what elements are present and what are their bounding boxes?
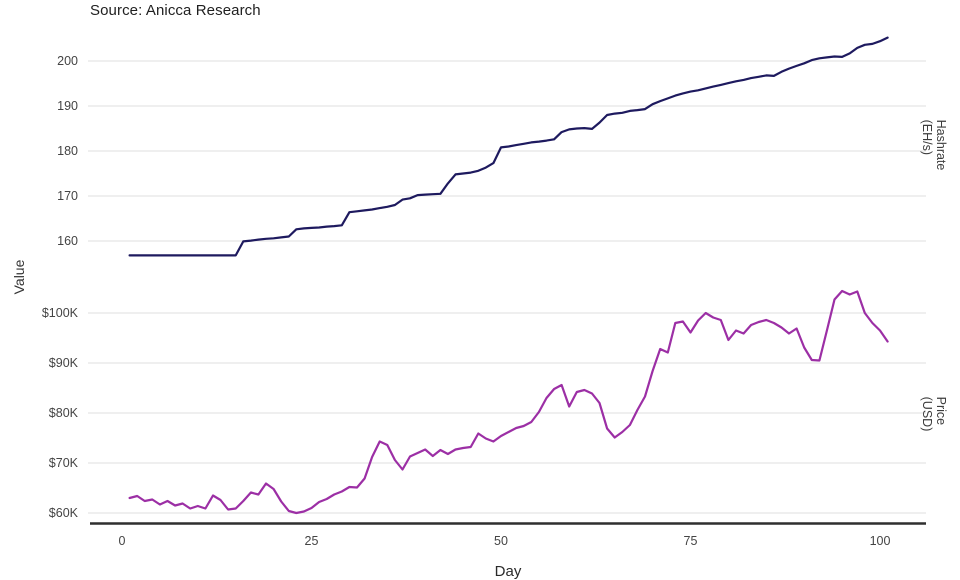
x-tick-100: 100: [869, 534, 891, 548]
hashrate-line-series: [128, 36, 889, 257]
price-tick-$100K: $100K: [41, 305, 78, 320]
hashrate-tick-200: 200: [57, 53, 78, 68]
hashrate-tick-160: 160: [57, 233, 78, 248]
x-tick-25: 25: [304, 534, 319, 548]
y-axis-title-value: Value: [11, 259, 27, 295]
price-tick-$80K: $80K: [48, 405, 78, 420]
price-tick-$90K: $90K: [48, 355, 78, 370]
price-tick-$70K: $70K: [48, 455, 78, 470]
hashrate-tick-180: 180: [57, 143, 78, 158]
x-tick-50: 50: [494, 534, 508, 548]
x-tick-0: 0: [118, 534, 126, 548]
price-line-series: [128, 289, 889, 515]
source-label: Source: Anicca Research: [90, 2, 261, 19]
right-axis-title-price: Price (USD): [920, 396, 948, 432]
x-tick-75: 75: [683, 534, 698, 548]
price-tick-$60K: $60K: [48, 505, 78, 520]
x-axis-title-day: Day: [494, 563, 522, 580]
right-axis-title-hashrate: Hashrate (EH/s): [920, 119, 948, 171]
hashrate-tick-170: 170: [57, 188, 78, 203]
hashrate-tick-190: 190: [57, 98, 78, 113]
